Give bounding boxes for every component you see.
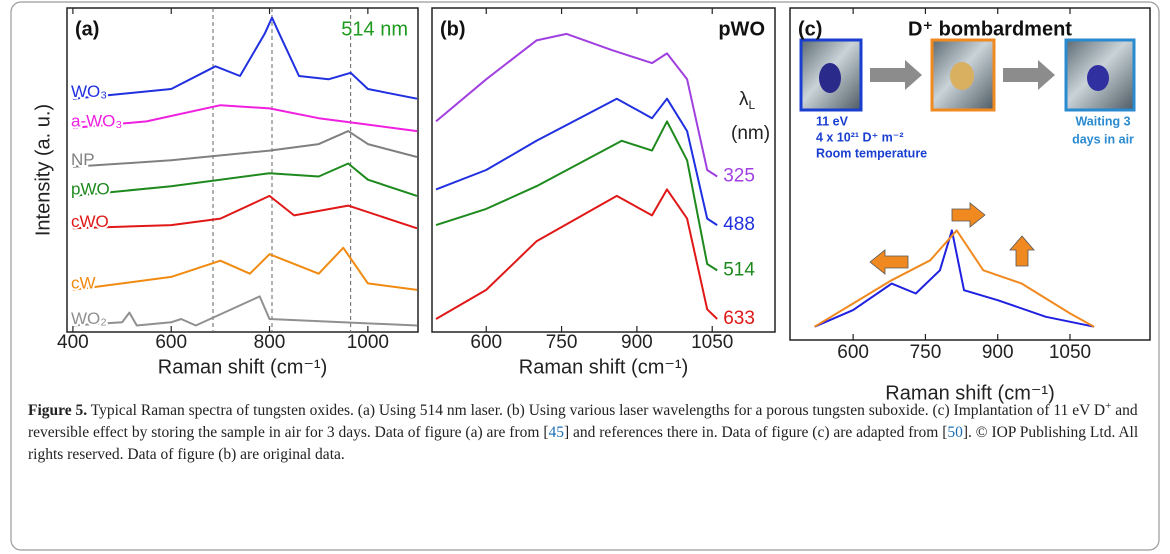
sample-note: Waiting 3 <box>1075 114 1130 128</box>
x-tick-label: 400 <box>57 332 89 353</box>
spectrum <box>435 97 718 226</box>
y-axis-label: Intensity (a. u.) <box>32 104 54 236</box>
sample-spot <box>1087 65 1109 91</box>
x-tick-label: 1050 <box>691 332 733 353</box>
panel-label: (c) <box>798 18 822 40</box>
spectrum <box>72 246 418 291</box>
sample-note: days in air <box>1072 132 1134 146</box>
series-label: WO₂ <box>71 309 107 328</box>
spectrum <box>435 120 718 272</box>
caption-text: 50 <box>947 424 963 441</box>
legend-title: λL <box>739 89 756 112</box>
shift-arrow <box>869 249 909 275</box>
arrow <box>1003 60 1055 90</box>
series-label: pWO <box>71 179 110 198</box>
x-tick-label: 600 <box>470 332 502 353</box>
x-tick-label: 1000 <box>347 332 389 353</box>
spectrum <box>814 229 1095 328</box>
x-tick-label: 600 <box>837 342 869 363</box>
legend-unit: (nm) <box>731 123 770 144</box>
series-label: 488 <box>723 214 755 235</box>
sample-note: Room temperature <box>816 146 927 160</box>
series-label: a-WO₃ <box>71 111 122 130</box>
arrow <box>870 60 922 90</box>
spectrum <box>435 188 718 320</box>
plot-frame <box>789 7 1151 341</box>
caption-text: ]. © IOP Publishing Ltd. All rights rese… <box>28 424 1139 463</box>
spectrum <box>72 295 418 327</box>
series-label: 514 <box>723 259 755 280</box>
spectrum <box>72 104 418 133</box>
sample-spot <box>950 62 974 90</box>
legend-symbol: λ <box>739 89 749 110</box>
spectrum <box>72 16 418 100</box>
spectrum <box>435 32 718 178</box>
x-axis-label: Raman shift (cm⁻¹) <box>158 356 327 378</box>
x-tick-label: 600 <box>155 332 187 353</box>
x-tick-label: 900 <box>621 332 653 353</box>
sample-note: 4 x 10²¹ D⁺ m⁻² <box>816 130 904 144</box>
shift-arrow <box>1009 235 1035 267</box>
x-tick-label: 900 <box>982 342 1014 363</box>
caption-text: ] and references there in. Data of figur… <box>563 424 948 441</box>
x-axis-label: Raman shift (cm⁻¹) <box>885 382 1054 404</box>
photo <box>799 38 863 112</box>
series-label: NP <box>71 150 95 169</box>
x-tick-label: 1050 <box>1049 342 1091 363</box>
spectrum <box>814 229 1095 328</box>
x-tick-label: 800 <box>254 332 286 353</box>
panel-title: D⁺ bombardment <box>908 18 1072 40</box>
spectrum <box>72 162 418 197</box>
series-label: cW <box>71 273 96 292</box>
caption-text: 45 <box>548 424 564 441</box>
plot-frame <box>431 7 776 333</box>
spectrum <box>72 194 418 230</box>
panel-annotation: 514 nm <box>341 18 408 40</box>
series-label: cWO <box>71 212 109 231</box>
legend-subscript: L <box>749 98 756 112</box>
caption-text: Typical Raman spectra of tungsten oxides… <box>87 402 1106 419</box>
series-label: 633 <box>723 308 755 329</box>
caption-text: and reversible effect by storing the sam… <box>28 402 1138 441</box>
caption-text: Figure 5. <box>28 402 88 419</box>
caption-text: + <box>1105 399 1112 412</box>
panel-annotation: pWO <box>718 18 765 40</box>
shift-arrow <box>951 202 986 228</box>
plot-frame <box>66 7 419 333</box>
sample-spot <box>819 63 841 93</box>
panel-label: (b) <box>440 18 466 40</box>
caption: Figure 5. Typical Raman spectra of tungs… <box>28 400 1146 466</box>
x-axis-label: Raman shift (cm⁻¹) <box>519 356 688 378</box>
x-tick-label: 750 <box>546 332 578 353</box>
x-tick-label: 750 <box>910 342 942 363</box>
sample-note: 11 eV <box>816 114 849 128</box>
panel-label: (a) <box>75 18 99 40</box>
figure-border <box>10 1 1160 551</box>
series-label: 325 <box>723 165 755 186</box>
series-label: WO₃ <box>71 82 107 101</box>
spectrum <box>72 130 418 168</box>
